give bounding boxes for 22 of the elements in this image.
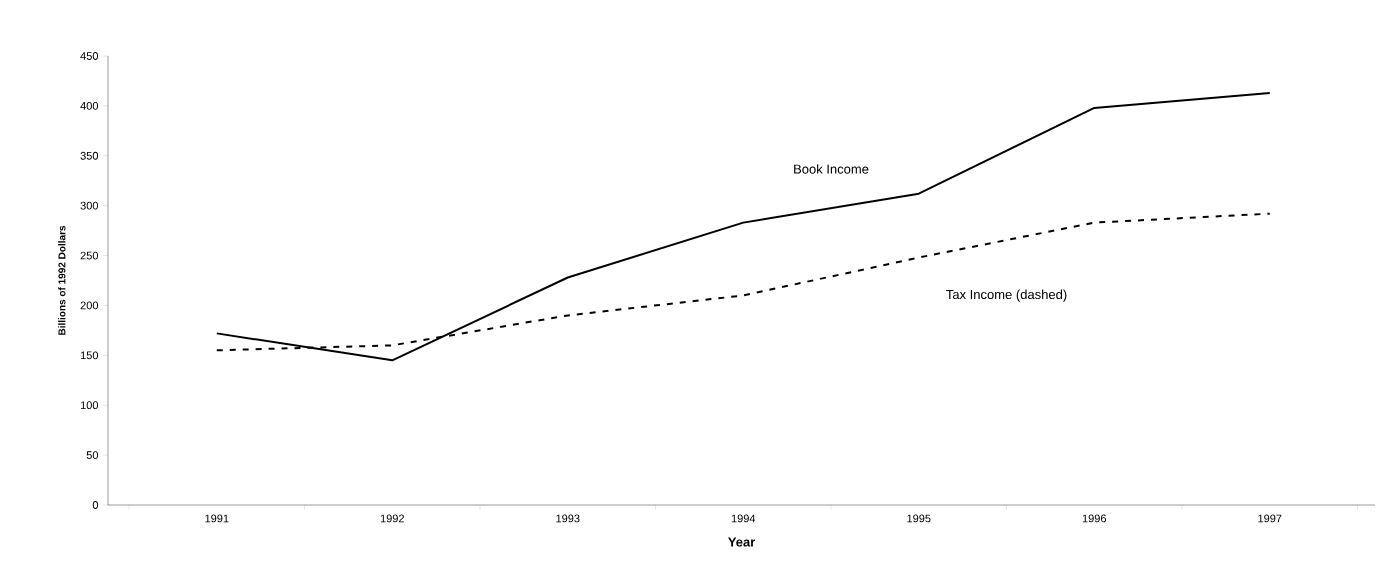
x-tick-label: 1997 — [1258, 514, 1282, 523]
x-tick-label: 1991 — [205, 514, 229, 523]
x-tick-label: 1995 — [907, 514, 931, 523]
y-tick-label: 250 — [80, 251, 99, 260]
y-tick-label: 450 — [80, 52, 99, 60]
x-tick-label: 1992 — [380, 514, 404, 523]
y-tick-label: 400 — [80, 101, 99, 110]
y-tick-label: 100 — [80, 401, 99, 410]
y-tick-label: 50 — [86, 451, 99, 460]
text: Book Income — [794, 164, 869, 174]
y-tick-label: 350 — [80, 151, 99, 160]
text: Tax Income (dashed) — [946, 289, 1067, 302]
y-tick-label: 0 — [92, 501, 99, 509]
y-tick-label: 150 — [80, 351, 99, 360]
x-tick-label: 1993 — [556, 514, 580, 523]
x-tick-label: 1994 — [731, 514, 756, 523]
y-tick-label: 300 — [80, 201, 99, 210]
x-tick-label: 1996 — [1082, 514, 1107, 523]
y-axis-title: Billions of 1992 Dollars — [58, 225, 66, 335]
x-axis-title: Year — [728, 537, 756, 547]
line-series — [215, 91, 1271, 362]
y-tick-label: 200 — [80, 301, 99, 310]
